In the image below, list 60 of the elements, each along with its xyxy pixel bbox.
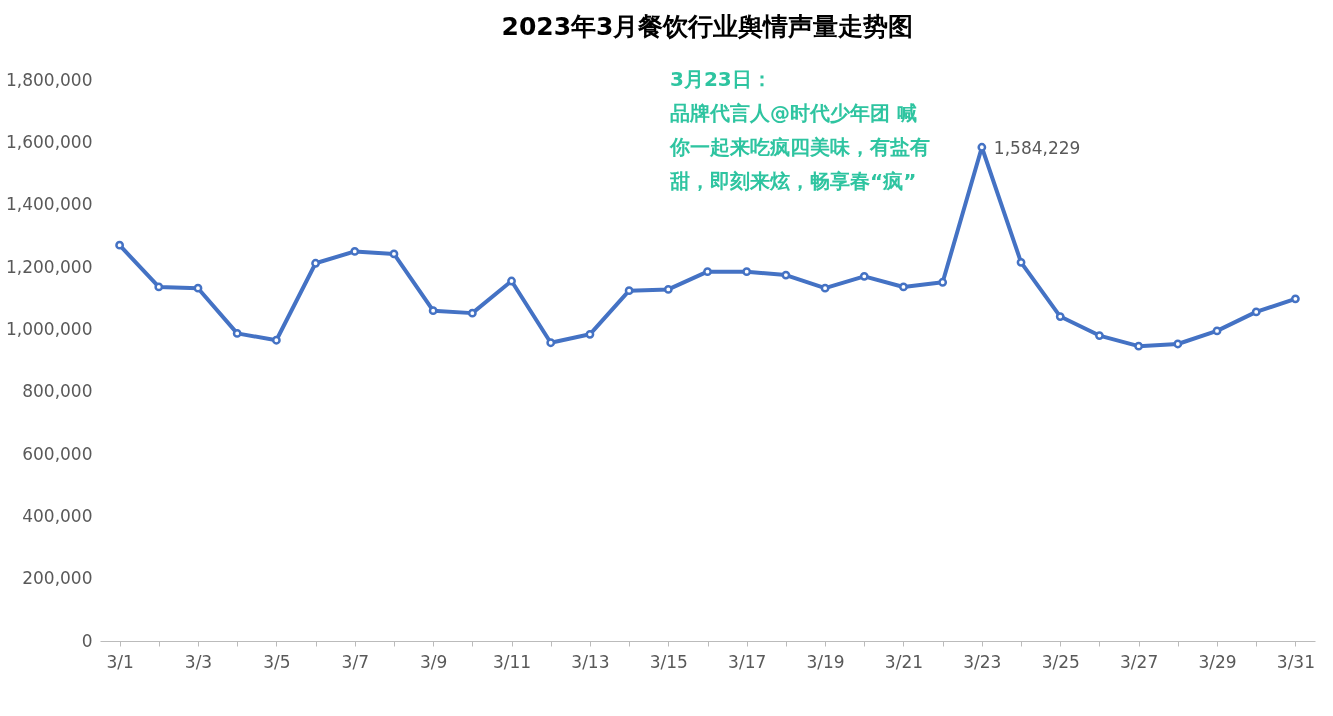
point [585,329,595,339]
point [742,267,752,277]
chart-title: 2023年3月餐饮行业舆情声量走势图 [501,12,914,41]
point [507,276,516,286]
point [193,283,203,293]
point [899,282,908,292]
point [232,328,242,338]
x-tick-label: 3/11 [492,651,532,672]
point [350,247,360,256]
data-label: 1,584,229 [993,138,1081,159]
point [389,249,399,259]
y-tick-label: 1,400,000 [5,194,93,215]
point [311,258,320,268]
point [154,282,164,292]
x-tick-label: 3/31 [1276,651,1315,672]
point [271,335,281,345]
point [624,286,634,296]
point [1134,341,1144,351]
point [703,267,712,277]
point [938,277,948,287]
x-tick-label: 3/25 [1041,651,1080,672]
point [1251,307,1261,317]
point [428,306,438,316]
x-tick-label: 3/19 [806,651,845,672]
y-tick-label: 400,000 [22,505,93,526]
y-tick-label: 1,200,000 [5,256,93,277]
point [977,142,987,152]
point [859,271,869,281]
x-tick-label: 3/7 [341,651,369,672]
x-tick-label: 3/3 [184,651,213,672]
point [1016,257,1026,267]
point [781,270,791,280]
point [1290,294,1300,304]
x-tick-label: 3/29 [1198,651,1237,672]
point [546,338,556,348]
y-tick-label: 0 [81,630,93,651]
x-tick-label: 3/13 [571,651,610,672]
point [1212,326,1222,336]
x-tick-label: 3/23 [963,651,1002,672]
point [1095,331,1104,340]
x-tick-label: 3/21 [884,651,924,672]
x-tick-label: 3/9 [419,651,448,672]
point [115,240,125,250]
point [663,285,673,294]
annotation: 3月23日：品牌代言人@时代少年团 喊你一起来吃疯四美味，有盐有甜，即刻来炫，畅享春“疯” [669,67,930,193]
y-tick-label: 200,000 [22,568,93,589]
point [467,308,477,318]
point [1055,312,1065,321]
x-tick-label: 3/15 [649,651,688,672]
x-tick-label: 3/17 [728,651,767,672]
y-tick-label: 800,000 [22,381,93,402]
y-tick-label: 600,000 [22,443,93,464]
y-tick-label: 1,800,000 [5,69,93,90]
y-tick-label: 1,600,000 [5,131,93,152]
x-tick-label: 3/27 [1120,651,1159,672]
point [1173,339,1183,349]
x-tick-label: 3/5 [263,651,291,672]
point [820,283,830,293]
y-tick-label: 1,000,000 [5,318,93,339]
x-tick-label: 3/1 [106,651,134,672]
